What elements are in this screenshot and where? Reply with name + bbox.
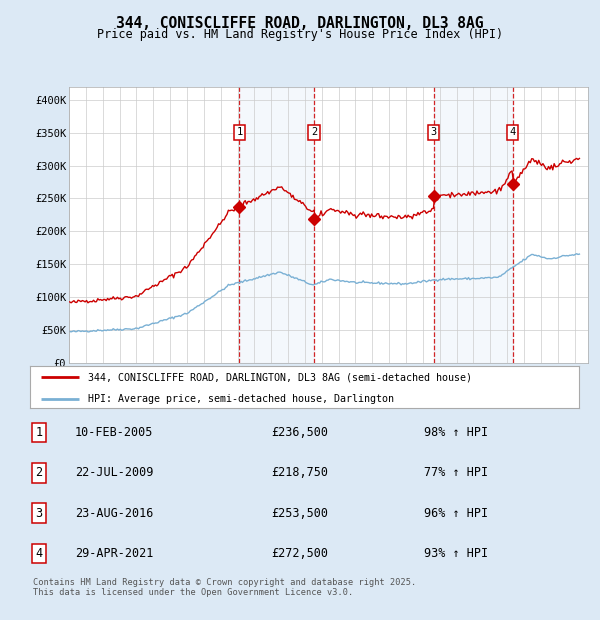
Text: 96% ↑ HPI: 96% ↑ HPI xyxy=(424,507,488,520)
Text: 2: 2 xyxy=(35,466,43,479)
Text: Contains HM Land Registry data © Crown copyright and database right 2025.
This d: Contains HM Land Registry data © Crown c… xyxy=(33,578,416,597)
Text: 3: 3 xyxy=(35,507,43,520)
Text: £236,500: £236,500 xyxy=(271,426,329,439)
Text: 4: 4 xyxy=(509,127,516,137)
Text: £253,500: £253,500 xyxy=(271,507,329,520)
Text: 23-AUG-2016: 23-AUG-2016 xyxy=(75,507,153,520)
Text: £272,500: £272,500 xyxy=(271,547,329,560)
Text: 10-FEB-2005: 10-FEB-2005 xyxy=(75,426,153,439)
Text: 3: 3 xyxy=(431,127,437,137)
Text: £218,750: £218,750 xyxy=(271,466,329,479)
Text: 4: 4 xyxy=(35,547,43,560)
Text: 344, CONISCLIFFE ROAD, DARLINGTON, DL3 8AG: 344, CONISCLIFFE ROAD, DARLINGTON, DL3 8… xyxy=(116,16,484,30)
Text: 22-JUL-2009: 22-JUL-2009 xyxy=(75,466,153,479)
Bar xyxy=(239,87,314,363)
Text: Price paid vs. HM Land Registry's House Price Index (HPI): Price paid vs. HM Land Registry's House … xyxy=(97,28,503,41)
Bar xyxy=(434,87,512,363)
Text: 344, CONISCLIFFE ROAD, DARLINGTON, DL3 8AG (semi-detached house): 344, CONISCLIFFE ROAD, DARLINGTON, DL3 8… xyxy=(88,372,472,382)
Text: 2: 2 xyxy=(311,127,317,137)
Text: HPI: Average price, semi-detached house, Darlington: HPI: Average price, semi-detached house,… xyxy=(88,394,394,404)
Text: 1: 1 xyxy=(236,127,242,137)
Text: 29-APR-2021: 29-APR-2021 xyxy=(75,547,153,560)
Text: 1: 1 xyxy=(35,426,43,439)
Text: 77% ↑ HPI: 77% ↑ HPI xyxy=(424,466,488,479)
Text: 93% ↑ HPI: 93% ↑ HPI xyxy=(424,547,488,560)
Text: 98% ↑ HPI: 98% ↑ HPI xyxy=(424,426,488,439)
